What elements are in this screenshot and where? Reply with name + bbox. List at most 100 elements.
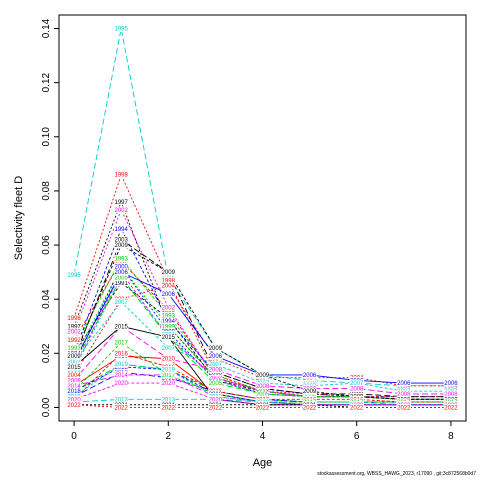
year-label: 2006 xyxy=(397,381,411,387)
year-label: 2022 xyxy=(209,405,223,411)
year-label: 2007 xyxy=(209,362,223,368)
year-label-bg xyxy=(67,271,82,279)
year-label: 2014 xyxy=(115,373,129,379)
year-label: 2004 xyxy=(444,384,458,390)
year-label-bg xyxy=(161,322,176,330)
year-label: 1995 xyxy=(67,273,81,279)
year-label-bg xyxy=(161,276,176,284)
year-label: 1998 xyxy=(162,278,176,284)
year-label: 2022 xyxy=(397,405,411,411)
year-label-bg xyxy=(114,25,129,33)
year-label: 2004 xyxy=(303,376,317,382)
y-tick-label: 0.00 xyxy=(41,397,52,417)
year-label-bg xyxy=(67,401,82,409)
year-label: 2008 xyxy=(256,384,270,390)
year-label: 2003 xyxy=(209,370,223,376)
year-label-bg xyxy=(208,395,223,403)
year-label: 2022 xyxy=(350,405,364,411)
year-label-bg xyxy=(67,363,82,371)
year-label-bg xyxy=(114,279,129,287)
year-label-bg xyxy=(67,395,82,403)
series-line xyxy=(73,227,451,398)
year-label-bg xyxy=(349,403,364,411)
year-label: 1991 xyxy=(115,281,129,287)
year-label: 2006 xyxy=(162,292,176,298)
y-tick-label: 0.08 xyxy=(41,181,52,201)
year-label: 2005 xyxy=(209,381,223,387)
year-label: 1992 xyxy=(67,338,81,344)
year-label: 2017 xyxy=(115,341,129,347)
footer-source-text: stockassessment.org, WBSS_HAWG_2023, r17… xyxy=(317,471,476,477)
year-label: 2010 xyxy=(115,354,129,360)
x-tick-label: 8 xyxy=(448,431,454,442)
year-label: 2018 xyxy=(115,365,129,371)
year-label: 2003 xyxy=(256,387,270,393)
year-label: 1994 xyxy=(115,227,129,233)
year-label-bg xyxy=(161,379,176,387)
year-label-bg xyxy=(208,379,223,387)
series-line xyxy=(73,244,451,400)
year-label-bg xyxy=(443,379,458,387)
year-label: 2020 xyxy=(162,381,176,387)
year-label-bg xyxy=(302,371,317,379)
year-label: 2003 xyxy=(115,238,129,244)
year-label-bg xyxy=(349,385,364,393)
year-label: 1997 xyxy=(115,200,129,206)
year-label-bg xyxy=(255,371,270,379)
year-label: 2019 xyxy=(162,368,176,374)
series-line xyxy=(73,200,451,400)
year-label-bg xyxy=(114,274,129,282)
year-label-bg xyxy=(114,241,129,249)
year-label-bg xyxy=(208,352,223,360)
year-label: 1992 xyxy=(162,308,176,314)
year-label: 2002 xyxy=(162,305,176,311)
y-axis-title: Selectivity fleet D xyxy=(13,176,25,260)
year-label: 2008 xyxy=(444,392,458,398)
year-label: 2008 xyxy=(397,392,411,398)
year-label: 2002 xyxy=(67,330,81,336)
series-line xyxy=(73,382,451,406)
year-label-bg xyxy=(67,382,82,390)
year-label-bg xyxy=(161,268,176,276)
year-label-bg xyxy=(114,322,129,330)
year-label-bg xyxy=(67,344,82,352)
year-label: 2009 xyxy=(162,270,176,276)
y-axis: 0.00 0.02 0.04 0.06 0.08 0.10 0.12 0.14 xyxy=(41,18,59,417)
year-label: 2020 xyxy=(67,397,81,403)
y-tick-label: 0.02 xyxy=(41,343,52,363)
y-tick-label: 0.10 xyxy=(41,127,52,147)
y-tick-label: 0.12 xyxy=(41,72,52,92)
year-label: 2015 xyxy=(162,335,176,341)
year-label: 1995 xyxy=(115,27,129,33)
year-label-bg xyxy=(255,382,270,390)
year-label: 2009 xyxy=(256,373,270,379)
year-label-bg xyxy=(114,263,129,271)
x-axis-title: Age xyxy=(253,457,273,469)
year-label-bg xyxy=(208,360,223,368)
year-label-bg xyxy=(396,390,411,398)
year-label-bg xyxy=(255,390,270,398)
year-label: 2005 xyxy=(256,392,270,398)
year-label: 2009 xyxy=(67,354,81,360)
year-label: 2007 xyxy=(162,346,176,352)
x-tick-label: 6 xyxy=(354,431,360,442)
year-label: 2009 xyxy=(303,389,317,395)
year-label: 1993 xyxy=(115,257,129,263)
year-label-bg xyxy=(67,357,82,365)
x-tick-label: 2 xyxy=(166,431,172,442)
year-label: 2022 xyxy=(444,405,458,411)
year-label-bg xyxy=(161,366,176,374)
year-label: 1993 xyxy=(162,313,176,319)
y-tick-label: 0.04 xyxy=(41,289,52,309)
year-label-bg xyxy=(161,355,176,363)
year-label-bg xyxy=(161,333,176,341)
year-label: 2002 xyxy=(209,376,223,382)
year-label: 2020 xyxy=(209,397,223,403)
year-label: 2006 xyxy=(444,381,458,387)
year-label: 2020 xyxy=(115,381,129,387)
year-label-bg xyxy=(302,403,317,411)
year-label: 2009 xyxy=(115,243,129,249)
year-label: 1998 xyxy=(115,173,129,179)
year-label: 2010 xyxy=(162,357,176,363)
year-label-bg xyxy=(67,371,82,379)
